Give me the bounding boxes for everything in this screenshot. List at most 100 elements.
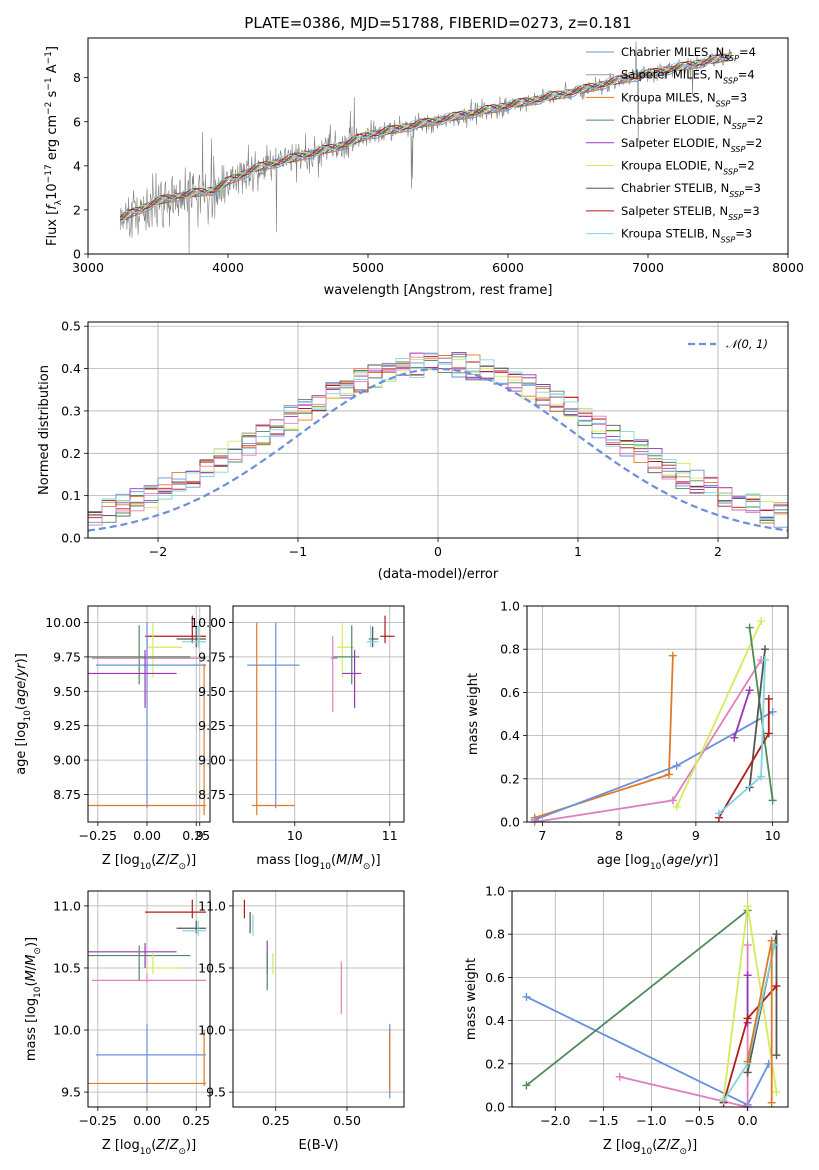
data-point-marker bbox=[743, 1014, 752, 1023]
errorbar-point-salpeter_elodie bbox=[342, 650, 362, 708]
x-tick-label: 0 bbox=[434, 544, 442, 559]
y-tick-label: 9.00 bbox=[53, 753, 81, 768]
y-tick-label: 4 bbox=[73, 158, 81, 173]
data-point-marker bbox=[665, 770, 674, 779]
errorbar-point-kroupa_miles bbox=[88, 1030, 207, 1086]
errorbar-point-chabrier_miles bbox=[95, 1023, 207, 1093]
errorbar-point-kroupa_stelib bbox=[182, 625, 207, 648]
x-tick-label: 0.50 bbox=[333, 1113, 361, 1128]
data-point-marker bbox=[668, 796, 677, 805]
x-tick-label: −2 bbox=[149, 544, 167, 559]
y-tick-label: 1.0 bbox=[500, 599, 520, 614]
panel-residuals: −2 −1 0 1 2 0.0 0.1 0.2 0.3 0.4 0.5 (data-model)/er… bbox=[37, 319, 789, 582]
panel-mass_vs_Z: −0.25 0.00 0.25 9.5 10.0 10.5 11.0 Z [log10(Z/Z… bbox=[24, 890, 211, 1157]
data-point-marker bbox=[767, 1098, 776, 1107]
data-point-marker bbox=[772, 1087, 781, 1096]
x-tick-label: 11 bbox=[382, 828, 398, 843]
model-line-kroupa_stelib bbox=[119, 54, 732, 215]
errorbar-point-kroupa_elodie bbox=[147, 622, 183, 678]
x-tick-label: 1 bbox=[574, 544, 582, 559]
series-line bbox=[733, 689, 751, 739]
y-tick-label: 0.5 bbox=[61, 319, 81, 334]
series-line bbox=[746, 940, 773, 1103]
y-tick-label: 11.0 bbox=[53, 898, 81, 913]
y-axis-label: Normed distribution bbox=[37, 365, 52, 495]
y-tick-label: 8.75 bbox=[198, 787, 226, 802]
y-tick-label: 10.00 bbox=[45, 615, 81, 630]
series-line bbox=[718, 659, 766, 815]
axes-frame bbox=[87, 37, 789, 255]
x-tick-label: 0.25 bbox=[182, 1113, 210, 1128]
errorbar-point-chabrier_miles bbox=[247, 622, 300, 809]
x-tick-label: 8 bbox=[615, 828, 623, 843]
y-tick-label: 10.0 bbox=[198, 1023, 226, 1038]
series-chabrier_elodie bbox=[745, 623, 777, 805]
errorbar-point-kroupa_stelib bbox=[182, 920, 207, 936]
x-tick-label: 0.25 bbox=[182, 828, 210, 843]
legend-label: Salpeter MILES, NSSP=4 bbox=[621, 68, 755, 86]
errorbar-point-salpeter_stelib bbox=[145, 899, 207, 919]
x-tick-label: 10 bbox=[765, 828, 781, 843]
x-tick-label: 0.25 bbox=[262, 1113, 290, 1128]
x-axis-label: (data-model)/error bbox=[378, 567, 499, 582]
errorbar-point-kroupa_miles bbox=[252, 622, 295, 816]
y-tick-label: 11.0 bbox=[198, 898, 226, 913]
errorbar-point-pink bbox=[330, 636, 338, 712]
data-point-marker bbox=[672, 802, 681, 811]
legend-label: Kroupa ELODIE, NSSP=2 bbox=[621, 159, 755, 177]
y-axis-label: mass [log10(M/M⊙)] bbox=[24, 937, 43, 1061]
x-tick-label: −0.25 bbox=[79, 1113, 117, 1128]
axes-frame bbox=[87, 890, 211, 1108]
x-tick-label: 0.00 bbox=[133, 828, 161, 843]
plot-area-spectrum bbox=[119, 41, 732, 254]
residual-legend: 𝒩(0, 1) bbox=[688, 337, 768, 351]
plot-area-mass_vs_Z bbox=[88, 899, 207, 1093]
axes-frame bbox=[511, 890, 789, 1108]
x-tick-label: 10 bbox=[287, 828, 303, 843]
errorbar-point-kroupa_elodie bbox=[337, 622, 354, 678]
legend-label: Salpeter ELODIE, NSSP=2 bbox=[621, 136, 762, 154]
errorbar-point-chabrier_elodie bbox=[88, 625, 191, 685]
data-point-marker bbox=[760, 656, 769, 664]
axes-frame bbox=[232, 890, 405, 1108]
x-axis-label: age [log10(age/yr)] bbox=[597, 853, 719, 872]
data-point-marker bbox=[768, 707, 777, 716]
data-point-marker bbox=[745, 623, 754, 632]
x-tick-label: 0.0 bbox=[738, 1113, 758, 1128]
x-tick-label: 3000 bbox=[72, 260, 104, 275]
data-point-marker bbox=[757, 772, 766, 781]
errorbar-point-chabrier_miles bbox=[95, 622, 207, 809]
series-kroupa_elodie bbox=[672, 617, 766, 811]
y-tick-label: 9.5 bbox=[61, 1085, 81, 1100]
series-chabrier_miles bbox=[530, 707, 777, 824]
panel-massweight_vs_Z: −2.0 −1.5 −1.0 −0.5 0.0 0.0 0.2 0.4 0.6 0.8 1.0 Z [… bbox=[464, 884, 789, 1157]
x-axis-label: mass [log10(M/M⊙)] bbox=[256, 853, 380, 872]
y-tick-label: 0.0 bbox=[61, 531, 81, 546]
series-kroupa_miles bbox=[743, 936, 776, 1107]
data-point-marker bbox=[772, 1051, 781, 1060]
data-point-marker bbox=[522, 992, 531, 1001]
y-tick-label: 0 bbox=[73, 247, 81, 262]
data-point-marker bbox=[743, 941, 752, 949]
x-tick-label: −0.5 bbox=[684, 1113, 714, 1128]
errorbar-point-chabrier_elodie bbox=[88, 945, 191, 981]
series-salpeter_elodie bbox=[730, 686, 754, 742]
y-tick-label: 0.8 bbox=[485, 927, 505, 942]
normal-curve bbox=[87, 367, 789, 532]
data-point-marker bbox=[757, 617, 766, 626]
x-axis-label: E(B-V) bbox=[298, 1138, 338, 1153]
data-point-marker bbox=[772, 982, 781, 991]
data-point-marker bbox=[522, 1081, 531, 1090]
x-axis-label: Z [log10(Z/Z⊙)] bbox=[102, 853, 196, 872]
x-tick-label: 5000 bbox=[352, 260, 384, 275]
plot-area-massweight_vs_Z bbox=[522, 902, 781, 1111]
y-tick-label: 9.5 bbox=[206, 1085, 226, 1100]
y-tick-label: 1.0 bbox=[485, 884, 505, 899]
series-line bbox=[525, 909, 749, 1087]
x-tick-label: 7 bbox=[538, 828, 546, 843]
errorbar-point-chabrier_stelib bbox=[176, 920, 207, 934]
y-tick-label: 0.4 bbox=[500, 728, 520, 743]
plot-area-mass_vs_ebv bbox=[243, 899, 391, 1099]
errorbar-point-chabrier_stelib bbox=[176, 626, 207, 648]
data-point-marker bbox=[764, 729, 773, 738]
